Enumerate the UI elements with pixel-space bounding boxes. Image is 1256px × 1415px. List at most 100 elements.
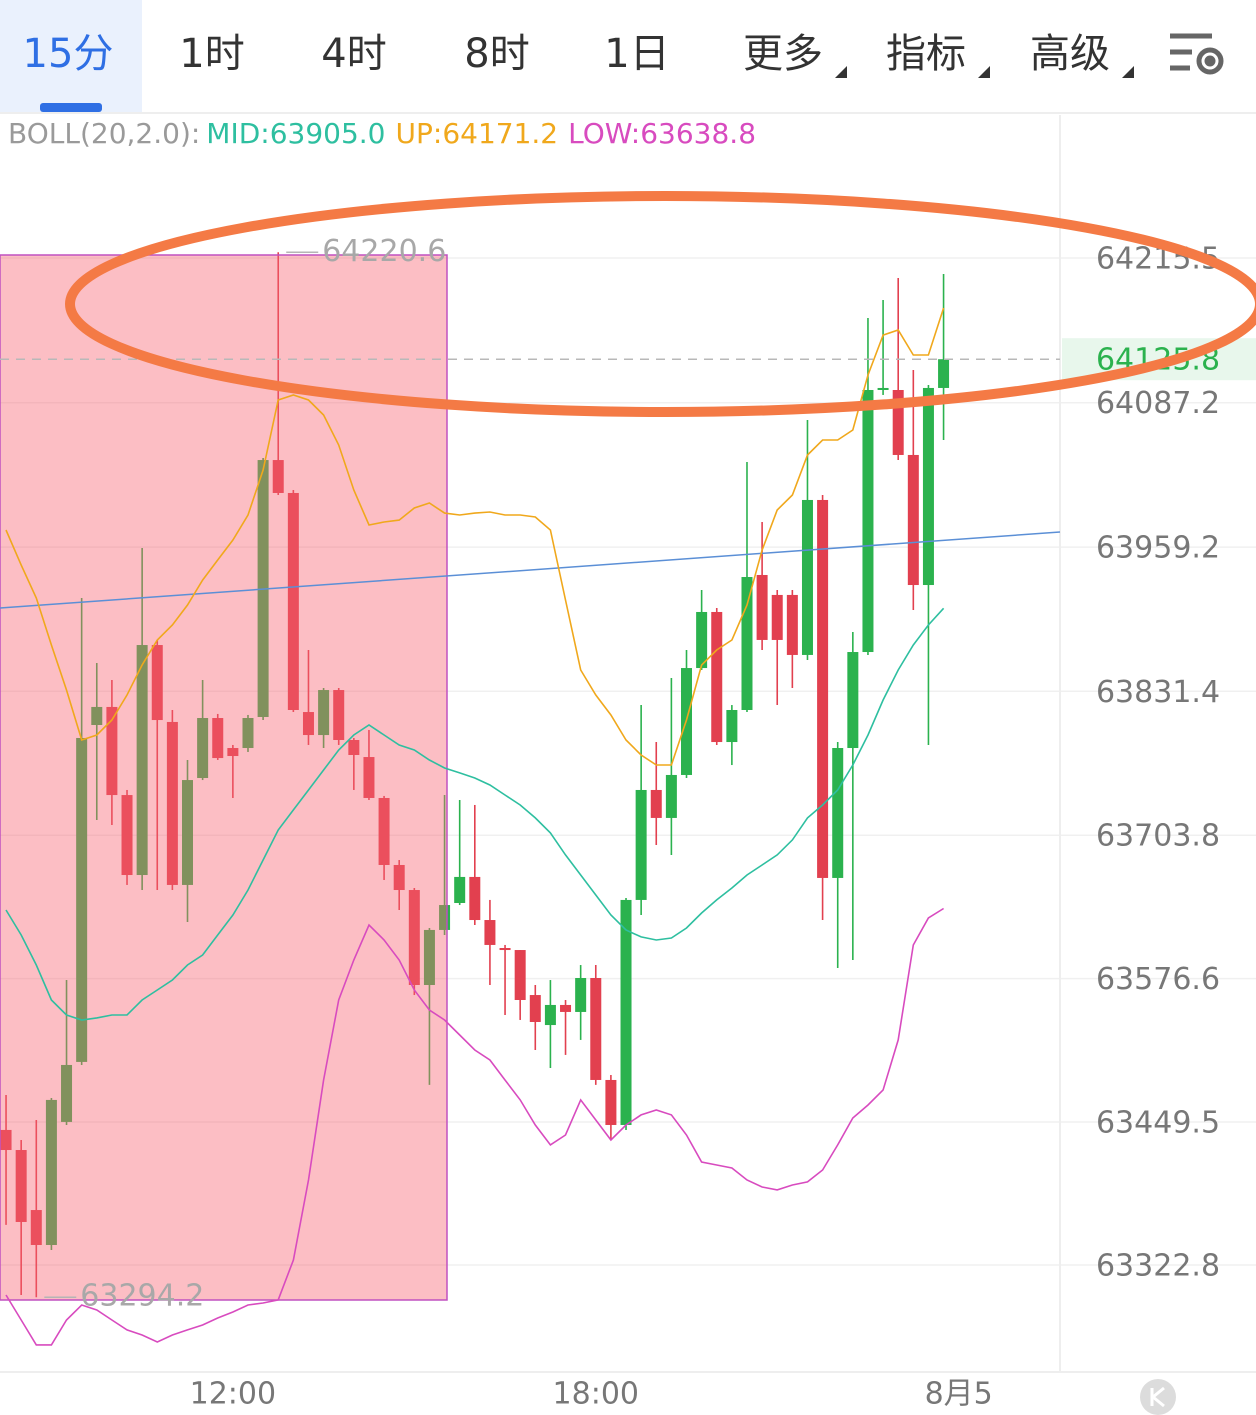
candle-body — [590, 978, 602, 1080]
x-tick-label: 18:00 — [553, 1377, 639, 1412]
tab-label: 更多 — [743, 31, 823, 77]
candle-body — [197, 718, 209, 779]
indicator-line — [5, 307, 945, 766]
candle-body — [575, 978, 587, 1012]
candle-body — [287, 492, 299, 710]
candle-body — [922, 387, 934, 586]
candle-body — [499, 947, 511, 951]
candle-body — [30, 1210, 42, 1245]
candle-body — [378, 797, 390, 865]
labels: 64215.564087.263959.263831.463703.863576… — [0, 234, 1256, 1412]
extreme-marker-label: 63294.2 — [80, 1279, 204, 1314]
indicator-label: BOLL(20,2.0): — [8, 117, 200, 150]
candle-body — [151, 645, 163, 721]
candle-body — [847, 652, 859, 749]
tab[interactable]: 更多 — [743, 31, 847, 78]
dropdown-arrow — [835, 66, 847, 78]
y-tick-label: 63322.8 — [1096, 1248, 1220, 1283]
candle-body — [771, 594, 783, 640]
candle-body — [892, 389, 904, 455]
candle-body — [635, 789, 647, 900]
tab[interactable]: 1日 — [604, 31, 669, 77]
kline-button[interactable] — [1140, 1379, 1176, 1415]
candle-body — [76, 737, 88, 1062]
tab-label: 4时 — [321, 31, 386, 77]
candle-body — [650, 789, 662, 818]
icon-gear — [1196, 47, 1224, 75]
tab-label: 15分 — [23, 31, 114, 77]
y-tick-label: 63576.6 — [1096, 962, 1220, 997]
x-tick-label: 8月5 — [925, 1377, 993, 1412]
legend-entry: LOW:63638.8 — [568, 117, 756, 150]
candle-body — [484, 920, 496, 945]
legend-entry: UP:64171.2 — [396, 117, 559, 150]
candle-body — [91, 706, 103, 726]
highlight-box — [0, 254, 448, 1301]
y-tick-label: 63449.5 — [1096, 1106, 1220, 1141]
tab-label: 1日 — [604, 31, 669, 77]
candle-body — [302, 712, 314, 736]
candle-body — [832, 748, 844, 878]
x-tick-label: 12:00 — [190, 1377, 276, 1412]
candle-body — [333, 690, 345, 741]
candle-body — [726, 709, 738, 743]
icon-gear-center — [1204, 55, 1216, 67]
button-circle — [1140, 1379, 1176, 1415]
candle-body — [560, 1004, 572, 1012]
candle-body — [877, 387, 889, 390]
candle-body — [272, 460, 284, 493]
tab[interactable]: 1时 — [179, 31, 244, 77]
candle-body — [106, 706, 118, 796]
indicator-line — [5, 907, 945, 1346]
tab-active-bg — [0, 0, 142, 112]
extreme-marker-label: 64220.6 — [322, 234, 446, 269]
candle-body — [711, 611, 723, 743]
legend-entry: MID:63905.0 — [206, 117, 385, 150]
y-tick-label: 63703.8 — [1096, 819, 1220, 854]
candle-body — [242, 718, 254, 749]
tab[interactable]: 4时 — [321, 31, 386, 77]
candle-body — [45, 1099, 57, 1245]
tab-label: 高级 — [1030, 31, 1110, 77]
candle-body — [15, 1150, 27, 1222]
y-tick-label: 63959.2 — [1096, 531, 1220, 566]
tab-indicator — [40, 103, 102, 112]
candle-body — [423, 929, 435, 985]
trend-line — [0, 531, 1061, 609]
candle-body — [469, 876, 481, 921]
candle-body — [605, 1079, 617, 1125]
candle-body — [348, 740, 360, 756]
tab[interactable]: 高级 — [1030, 31, 1134, 78]
indicator-legend: BOLL(20,2.0): MID:63905.0 UP:64171.2 LOW:63… — [8, 117, 756, 150]
tab-label: 8时 — [464, 31, 529, 77]
candle-body — [514, 950, 526, 1000]
candle-body — [786, 594, 798, 655]
tab[interactable]: 15分 — [0, 0, 142, 112]
candle-body — [756, 574, 768, 640]
candle-body — [393, 864, 405, 891]
indicator-lines — [5, 307, 945, 1346]
candle-body — [801, 499, 813, 655]
tab[interactable]: 8时 — [464, 31, 529, 77]
candle-body — [136, 645, 148, 876]
tab[interactable]: 指标 — [886, 31, 990, 78]
candle-body — [741, 577, 753, 710]
candle-body — [907, 454, 919, 586]
candle-body — [121, 795, 133, 876]
candle-body — [817, 499, 829, 878]
candle-body — [620, 899, 632, 1125]
candle-body — [227, 748, 239, 757]
dropdown-arrow — [978, 66, 990, 78]
candle-body — [166, 721, 178, 885]
candle-body — [408, 890, 420, 985]
candle-body — [0, 1129, 12, 1151]
candle-body — [862, 389, 874, 653]
y-tick-label: 63831.4 — [1096, 675, 1220, 710]
toolbar: 15分 1时 4时 8时 1日 更多 指标 高级 — [0, 0, 1134, 112]
candle-body — [665, 774, 677, 818]
tab-label: 指标 — [886, 31, 966, 77]
settings-icon[interactable] — [1170, 33, 1224, 75]
candle-body — [439, 905, 451, 930]
